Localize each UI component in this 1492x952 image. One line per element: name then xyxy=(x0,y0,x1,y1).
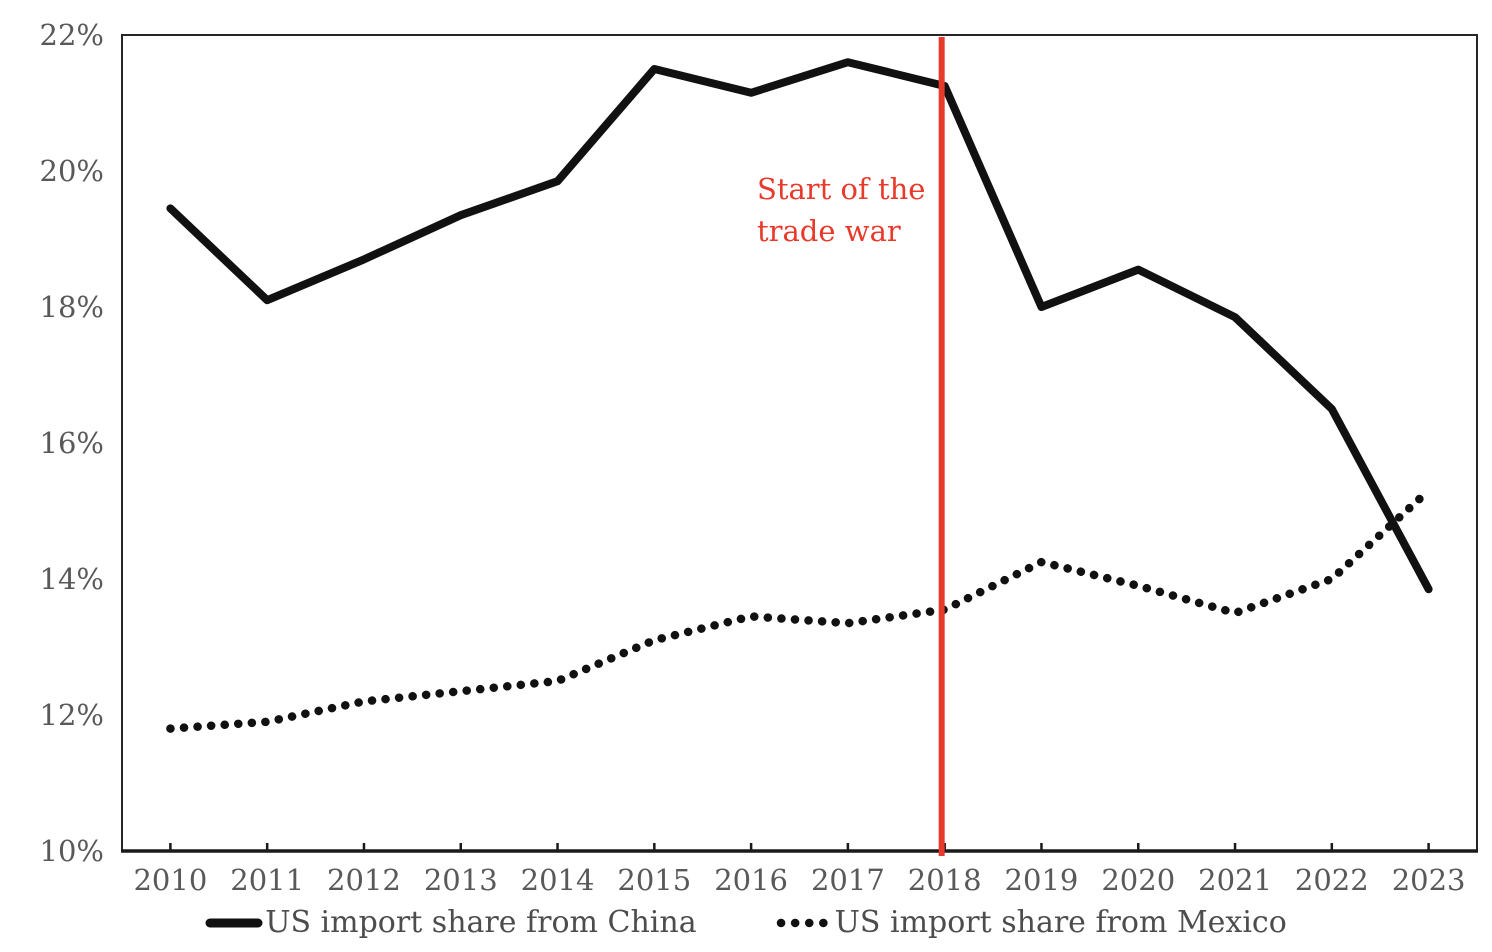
chart-legend: US import share from China US import sha… xyxy=(0,905,1492,940)
trade-war-annotation: Start of the trade war xyxy=(757,168,925,252)
x-tick-label: 2011 xyxy=(230,863,304,897)
x-tick-label: 2010 xyxy=(133,863,207,897)
y-tick-label: 18% xyxy=(40,290,104,324)
legend-item-china: US import share from China xyxy=(205,905,697,940)
annotation-line-2: trade war xyxy=(757,214,901,248)
plot-border xyxy=(121,34,1478,852)
y-tick-label: 16% xyxy=(40,426,104,460)
y-tick-label: 20% xyxy=(40,154,104,188)
y-tick-label: 10% xyxy=(40,834,104,868)
china-import-share-line xyxy=(166,58,1433,594)
legend-label-mexico: US import share from Mexico xyxy=(834,905,1287,940)
mexico-import-share-line xyxy=(166,486,1433,733)
x-tick-label: 2016 xyxy=(714,863,788,897)
x-tick-label: 2022 xyxy=(1295,863,1369,897)
x-tick-label: 2014 xyxy=(521,863,595,897)
x-tick-label: 2019 xyxy=(1005,863,1079,897)
legend-solid-line-sample xyxy=(205,918,263,927)
legend-label-china: US import share from China xyxy=(265,905,697,940)
annotation-line-1: Start of the xyxy=(757,172,926,206)
y-tick-label: 22% xyxy=(40,18,104,52)
x-tick-label: 2023 xyxy=(1392,863,1466,897)
x-tick-label: 2015 xyxy=(617,863,691,897)
x-tick-label: 2018 xyxy=(908,863,982,897)
x-tick-label: 2017 xyxy=(811,863,885,897)
legend-item-mexico: US import share from Mexico xyxy=(775,905,1287,940)
legend-dotted-line-sample xyxy=(776,918,833,927)
x-tick-label: 2020 xyxy=(1101,863,1175,897)
y-tick-label: 14% xyxy=(40,562,104,596)
x-tick-label: 2021 xyxy=(1198,863,1272,897)
x-tick-label: 2013 xyxy=(424,863,498,897)
x-tick-label: 2012 xyxy=(327,863,401,897)
y-tick-label: 12% xyxy=(40,698,104,732)
